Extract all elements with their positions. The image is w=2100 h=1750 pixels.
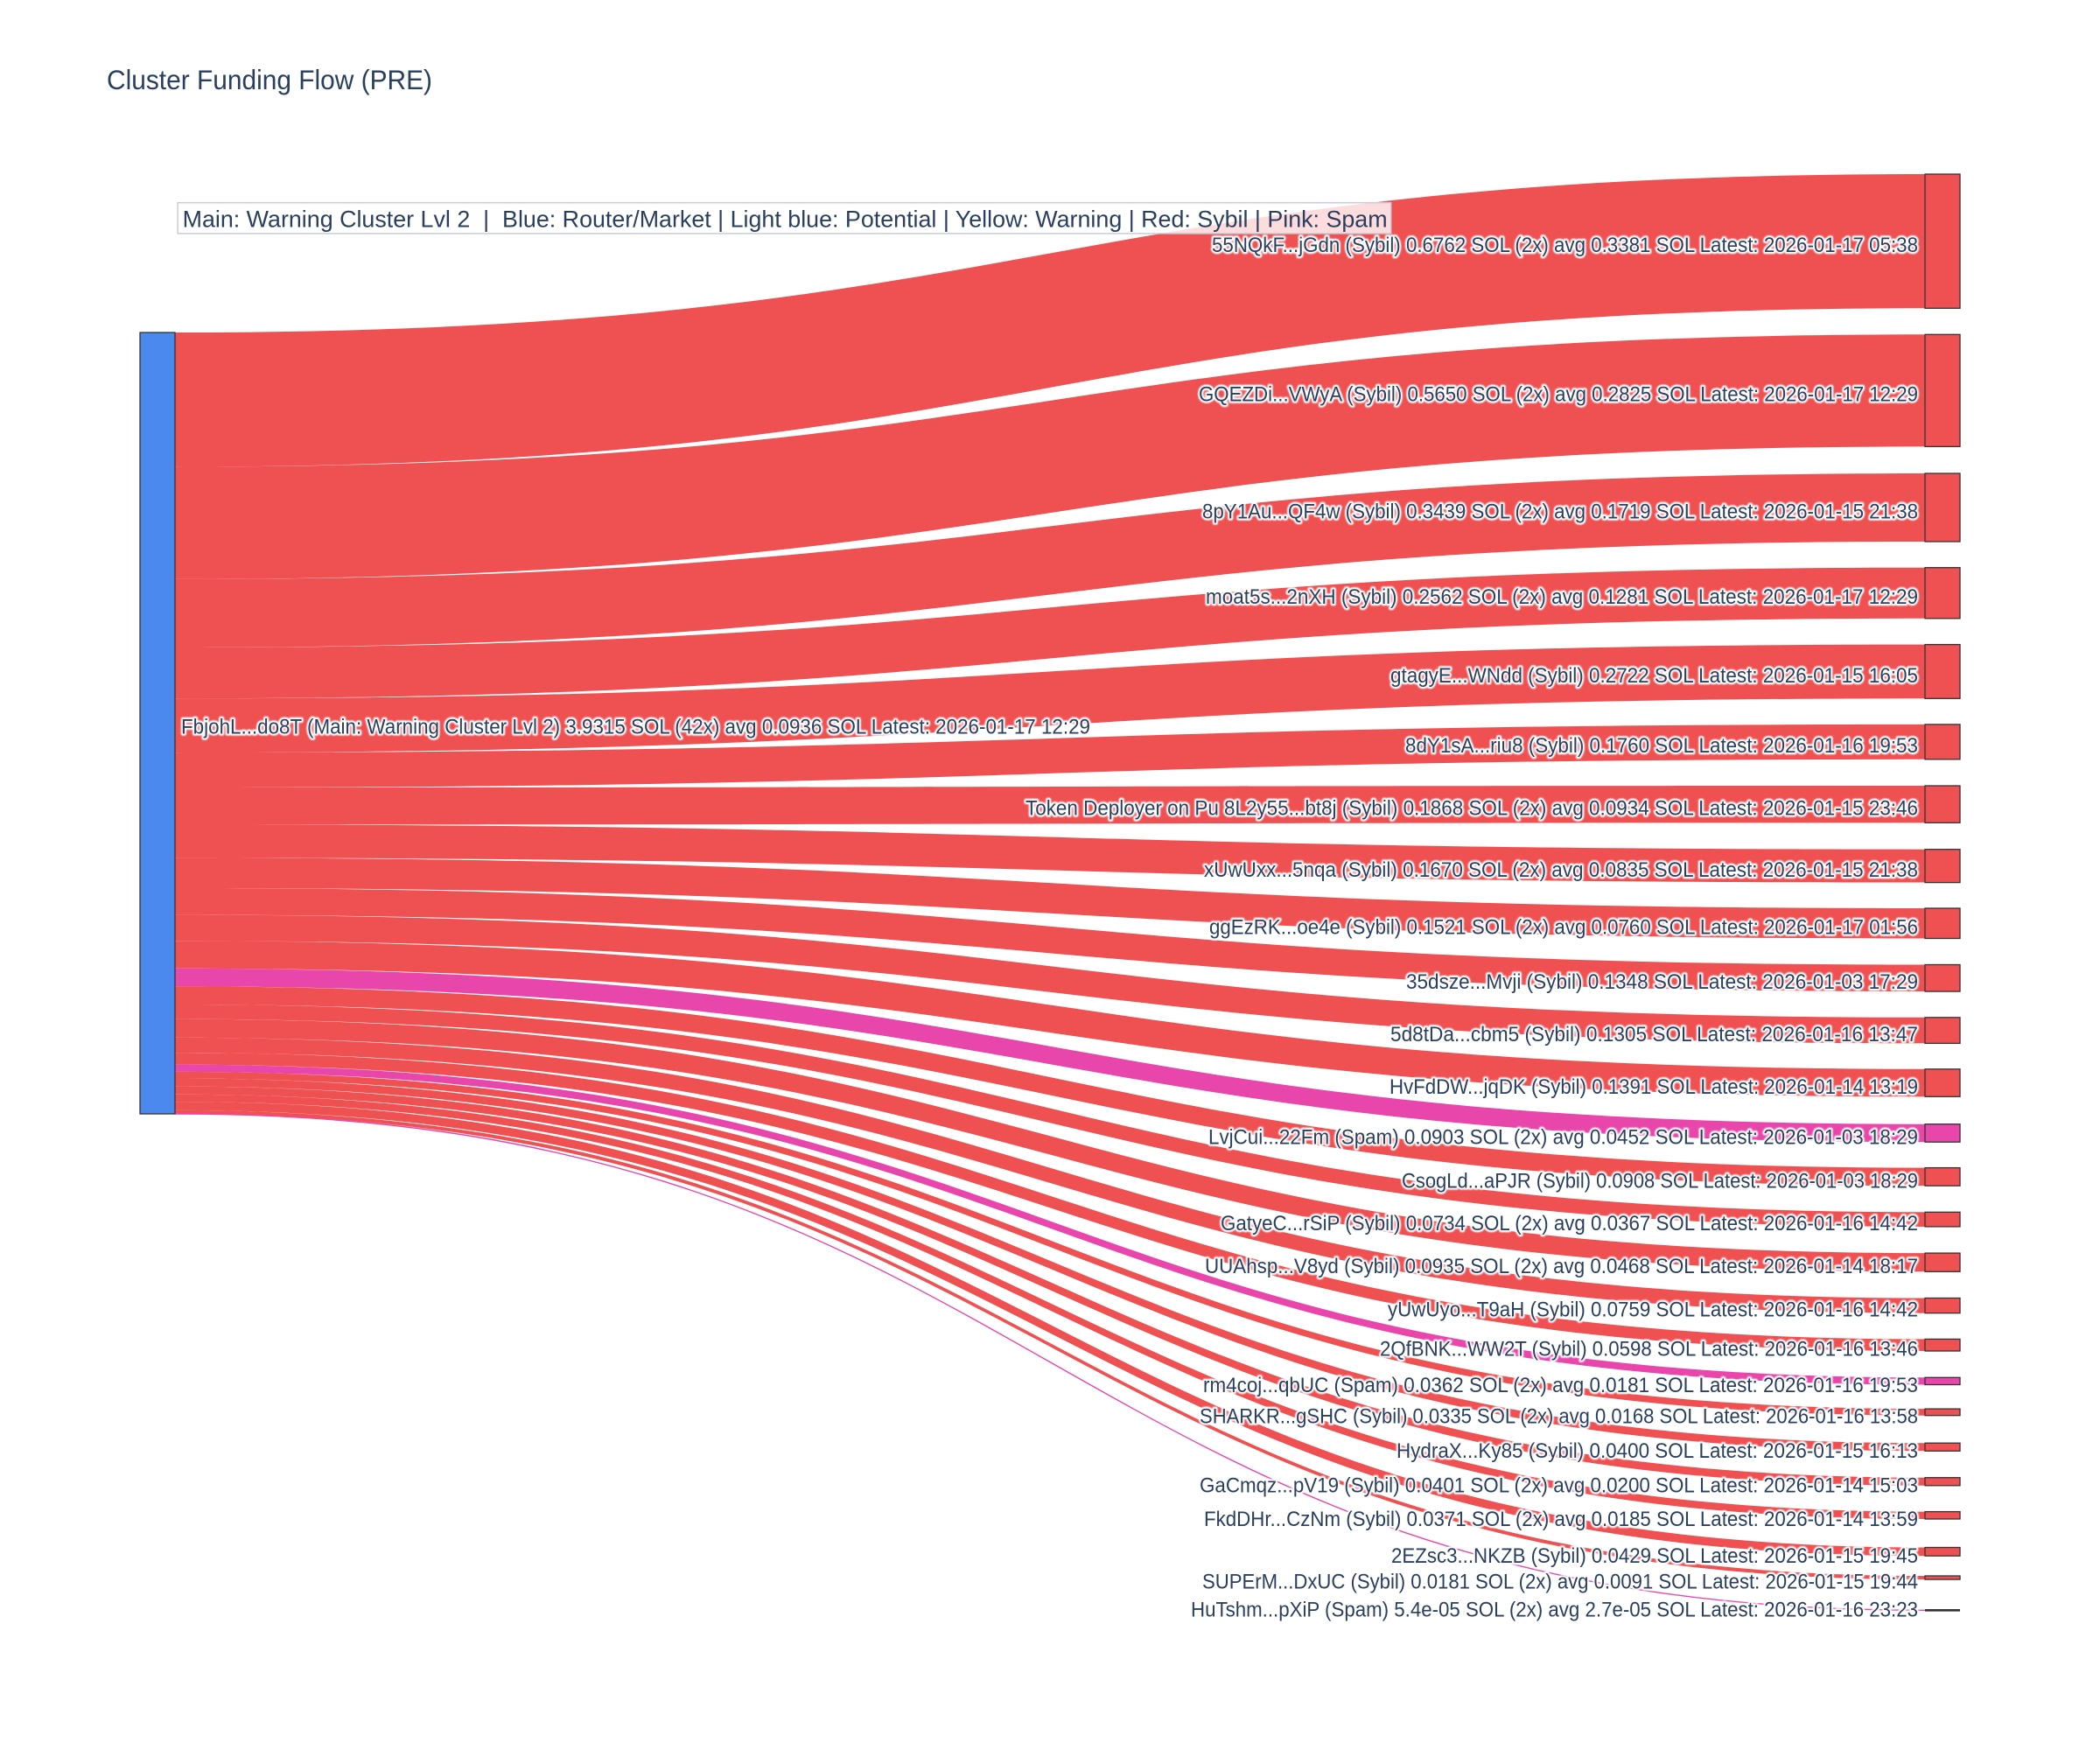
svg-text:UUAhsp...V8yd (Sybil) 0.0935 S: UUAhsp...V8yd (Sybil) 0.0935 SOL (2x) av… xyxy=(1205,1255,1918,1278)
svg-text:CsogLd...aPJR (Sybil) 0.0908 S: CsogLd...aPJR (Sybil) 0.0908 SOL Latest:… xyxy=(1402,1169,1918,1193)
svg-text:ggEzRK...oe4e (Sybil) 0.1521 S: ggEzRK...oe4e (Sybil) 0.1521 SOL (2x) av… xyxy=(1209,916,1918,940)
svg-text:UUAhsp...V8yd (Sybil) 0.0935 S: UUAhsp...V8yd (Sybil) 0.0935 SOL (2x) av… xyxy=(1205,1255,1918,1278)
svg-text:8pY1Au...QF4w (Sybil) 0.3439 S: 8pY1Au...QF4w (Sybil) 0.3439 SOL (2x) av… xyxy=(1202,500,1918,523)
svg-text:55NQkF...jGdn (Sybil) 0.6762 S: 55NQkF...jGdn (Sybil) 0.6762 SOL (2x) av… xyxy=(1212,234,1918,257)
svg-text:SUPErM...DxUC (Sybil) 0.0181 S: SUPErM...DxUC (Sybil) 0.0181 SOL (2x) av… xyxy=(1202,1571,1918,1594)
svg-text:55NQkF...jGdn (Sybil) 0.6762 S: 55NQkF...jGdn (Sybil) 0.6762 SOL (2x) av… xyxy=(1212,234,1918,257)
svg-text:ggEzRK...oe4e (Sybil) 0.1521 S: ggEzRK...oe4e (Sybil) 0.1521 SOL (2x) av… xyxy=(1209,916,1918,940)
svg-text:FkdDHr...CzNm (Sybil) 0.0371 S: FkdDHr...CzNm (Sybil) 0.0371 SOL (2x) av… xyxy=(1204,1508,1918,1531)
svg-text:rm4coj...qbUC (Spam) 0.0362 SO: rm4coj...qbUC (Spam) 0.0362 SOL (2x) avg… xyxy=(1203,1374,1918,1397)
svg-text:HvFdDW...jqDK (Sybil) 0.1391 S: HvFdDW...jqDK (Sybil) 0.1391 SOL Latest:… xyxy=(1390,1075,1918,1099)
svg-text:xUwUxx...5nqa (Sybil) 0.1670 S: xUwUxx...5nqa (Sybil) 0.1670 SOL (2x) av… xyxy=(1204,858,1918,882)
svg-text:gtagyE...WNdd (Sybil) 0.2722 S: gtagyE...WNdd (Sybil) 0.2722 SOL Latest:… xyxy=(1390,664,1918,688)
svg-text:SUPErM...DxUC (Sybil) 0.0181 S: SUPErM...DxUC (Sybil) 0.0181 SOL (2x) av… xyxy=(1202,1571,1918,1594)
svg-text:8dY1sA...riu8 (Sybil) 0.1760 S: 8dY1sA...riu8 (Sybil) 0.1760 SOL Latest:… xyxy=(1405,734,1918,758)
svg-text:SHARKR...gSHC (Sybil) 0.0335 S: SHARKR...gSHC (Sybil) 0.0335 SOL (2x) av… xyxy=(1200,1404,1918,1428)
svg-text:moat5s...2nXH (Sybil) 0.2562 S: moat5s...2nXH (Sybil) 0.2562 SOL (2x) av… xyxy=(1206,585,1918,609)
svg-text:yUwUyo...T9aH (Sybil) 0.0759 S: yUwUyo...T9aH (Sybil) 0.0759 SOL Latest:… xyxy=(1388,1298,1918,1322)
svg-text:LvjCui...22Fm (Spam) 0.0903 SO: LvjCui...22Fm (Spam) 0.0903 SOL (2x) avg… xyxy=(1208,1125,1918,1149)
svg-text:GatyeC...rSiP (Sybil) 0.0734 S: GatyeC...rSiP (Sybil) 0.0734 SOL (2x) av… xyxy=(1221,1212,1918,1236)
svg-text:FkdDHr...CzNm (Sybil) 0.0371 S: FkdDHr...CzNm (Sybil) 0.0371 SOL (2x) av… xyxy=(1204,1508,1918,1531)
svg-text:5d8tDa...cbm5 (Sybil) 0.1305 S: 5d8tDa...cbm5 (Sybil) 0.1305 SOL Latest:… xyxy=(1390,1023,1918,1046)
svg-text:Cluster Funding Flow (PRE): Cluster Funding Flow (PRE) xyxy=(107,64,432,95)
svg-text:GaCmqz...pV19 (Sybil) 0.0401 S: GaCmqz...pV19 (Sybil) 0.0401 SOL (2x) av… xyxy=(1200,1474,1918,1498)
svg-text:8dY1sA...riu8 (Sybil) 0.1760 S: 8dY1sA...riu8 (Sybil) 0.1760 SOL Latest:… xyxy=(1405,734,1918,758)
svg-text:HuTshm...pXiP (Spam) 5.4e-05 S: HuTshm...pXiP (Spam) 5.4e-05 SOL (2x) av… xyxy=(1191,1599,1918,1622)
svg-text:moat5s...2nXH (Sybil) 0.2562 S: moat5s...2nXH (Sybil) 0.2562 SOL (2x) av… xyxy=(1206,585,1918,609)
svg-text:35dsze...Mvji (Sybil) 0.1348 S: 35dsze...Mvji (Sybil) 0.1348 SOL Latest:… xyxy=(1406,970,1918,994)
svg-text:SHARKR...gSHC (Sybil) 0.0335 S: SHARKR...gSHC (Sybil) 0.0335 SOL (2x) av… xyxy=(1200,1404,1918,1428)
svg-text:Main: Warning Cluster Lvl 2 |: Main: Warning Cluster Lvl 2 | Blue: Rout… xyxy=(183,206,1388,233)
svg-text:GatyeC...rSiP (Sybil) 0.0734 S: GatyeC...rSiP (Sybil) 0.0734 SOL (2x) av… xyxy=(1221,1212,1918,1236)
svg-text:2EZsc3...NKZB (Sybil) 0.0429 S: 2EZsc3...NKZB (Sybil) 0.0429 SOL Latest:… xyxy=(1391,1544,1918,1568)
svg-text:GQEZDi...VWyA (Sybil) 0.5650 S: GQEZDi...VWyA (Sybil) 0.5650 SOL (2x) av… xyxy=(1199,383,1918,407)
svg-text:2QfBNK...WW2T (Sybil) 0.0598 S: 2QfBNK...WW2T (Sybil) 0.0598 SOL Latest:… xyxy=(1380,1338,1918,1362)
svg-text:Token Deployer on Pu 8L2y55...: Token Deployer on Pu 8L2y55...bt8j (Sybi… xyxy=(1026,797,1918,821)
svg-text:HydraX...Ky85 (Sybil) 0.0400 S: HydraX...Ky85 (Sybil) 0.0400 SOL Latest:… xyxy=(1396,1439,1918,1463)
svg-text:gtagyE...WNdd (Sybil) 0.2722 S: gtagyE...WNdd (Sybil) 0.2722 SOL Latest:… xyxy=(1390,664,1918,688)
svg-text:rm4coj...qbUC (Spam) 0.0362 SO: rm4coj...qbUC (Spam) 0.0362 SOL (2x) avg… xyxy=(1203,1374,1918,1397)
svg-text:CsogLd...aPJR (Sybil) 0.0908 S: CsogLd...aPJR (Sybil) 0.0908 SOL Latest:… xyxy=(1402,1169,1918,1193)
svg-text:5d8tDa...cbm5 (Sybil) 0.1305 S: 5d8tDa...cbm5 (Sybil) 0.1305 SOL Latest:… xyxy=(1390,1023,1918,1046)
svg-text:LvjCui...22Fm (Spam) 0.0903 SO: LvjCui...22Fm (Spam) 0.0903 SOL (2x) avg… xyxy=(1208,1125,1918,1149)
svg-text:GaCmqz...pV19 (Sybil) 0.0401 S: GaCmqz...pV19 (Sybil) 0.0401 SOL (2x) av… xyxy=(1200,1474,1918,1498)
svg-text:HydraX...Ky85 (Sybil) 0.0400 S: HydraX...Ky85 (Sybil) 0.0400 SOL Latest:… xyxy=(1396,1439,1918,1463)
svg-text:FbjohL...do8T (Main: Warning C: FbjohL...do8T (Main: Warning Cluster Lvl… xyxy=(181,716,1090,739)
svg-text:35dsze...Mvji (Sybil) 0.1348 S: 35dsze...Mvji (Sybil) 0.1348 SOL Latest:… xyxy=(1406,970,1918,994)
svg-text:HuTshm...pXiP (Spam) 5.4e-05 S: HuTshm...pXiP (Spam) 5.4e-05 SOL (2x) av… xyxy=(1191,1599,1918,1622)
svg-text:8pY1Au...QF4w (Sybil) 0.3439 S: 8pY1Au...QF4w (Sybil) 0.3439 SOL (2x) av… xyxy=(1202,500,1918,523)
svg-text:FbjohL...do8T (Main: Warning C: FbjohL...do8T (Main: Warning Cluster Lvl… xyxy=(181,716,1090,739)
svg-text:GQEZDi...VWyA (Sybil) 0.5650 S: GQEZDi...VWyA (Sybil) 0.5650 SOL (2x) av… xyxy=(1199,383,1918,407)
svg-text:2QfBNK...WW2T (Sybil) 0.0598 S: 2QfBNK...WW2T (Sybil) 0.0598 SOL Latest:… xyxy=(1380,1338,1918,1362)
svg-text:xUwUxx...5nqa (Sybil) 0.1670 S: xUwUxx...5nqa (Sybil) 0.1670 SOL (2x) av… xyxy=(1204,858,1918,882)
svg-text:2EZsc3...NKZB (Sybil) 0.0429 S: 2EZsc3...NKZB (Sybil) 0.0429 SOL Latest:… xyxy=(1391,1544,1918,1568)
svg-text:yUwUyo...T9aH (Sybil) 0.0759 S: yUwUyo...T9aH (Sybil) 0.0759 SOL Latest:… xyxy=(1388,1298,1918,1322)
svg-text:HvFdDW...jqDK (Sybil) 0.1391 S: HvFdDW...jqDK (Sybil) 0.1391 SOL Latest:… xyxy=(1390,1075,1918,1099)
svg-text:Token Deployer on Pu 8L2y55...: Token Deployer on Pu 8L2y55...bt8j (Sybi… xyxy=(1026,797,1918,821)
